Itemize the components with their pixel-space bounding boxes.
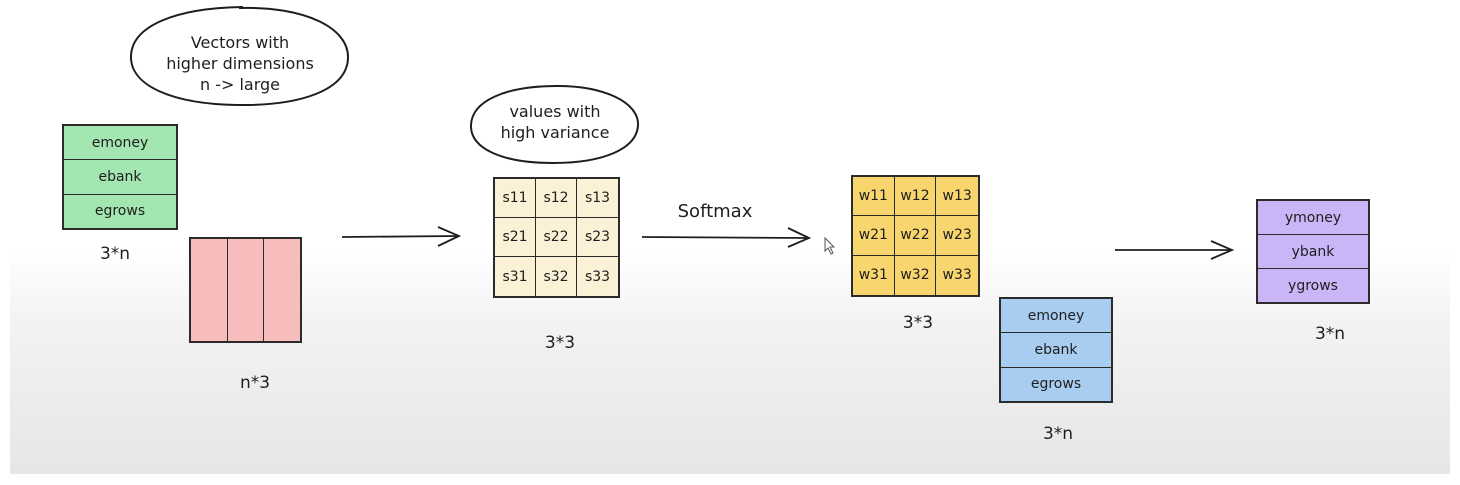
softmax-label: Softmax (677, 201, 753, 222)
weight-cell: w21 (853, 216, 895, 256)
weight-cell: w32 (895, 255, 937, 295)
score-cell: s21 (495, 218, 536, 257)
note-bubble-vectors-text: Vectors with higher dimensions n -> larg… (135, 32, 345, 95)
matrix-row: ymoney (1284, 209, 1342, 226)
note-line: Vectors with (190, 33, 290, 52)
weight-cell: w11 (853, 177, 895, 217)
note-bubble-variance-text: values with high variance (480, 101, 630, 143)
note-bubble-vectors (129, 6, 350, 107)
key-matrix-dims: n*3 (239, 373, 271, 393)
score-cell: s22 (536, 218, 577, 257)
score-cell: s11 (495, 179, 536, 218)
weight-cell: w22 (894, 216, 937, 256)
weight-cell: w12 (894, 177, 937, 217)
attention-weight-matrix: w11 w12 w13 w21 w22 w23 w31 w32 w33 (851, 175, 980, 297)
note-line: higher dimensions (166, 54, 314, 73)
matrix-row: ybank (1258, 234, 1368, 268)
diagram-canvas: Vectors with higher dimensions n -> larg… (10, 0, 1450, 474)
matrix-row: egrows (64, 193, 176, 228)
key-transposed-matrix (189, 237, 302, 343)
weight-cell: w13 (936, 177, 978, 217)
note-line: values with (509, 102, 601, 121)
matrix-row: emoney (1027, 307, 1085, 324)
matrix-column (263, 239, 300, 341)
score-cell: s13 (577, 179, 618, 218)
value-matrix-dims: 3*n (1042, 424, 1074, 444)
note-bubble-variance (469, 84, 640, 165)
matrix-row: emoney (91, 134, 149, 151)
weight-matrix-dims: 3*3 (902, 313, 934, 333)
weight-cell: w33 (942, 267, 972, 284)
weight-cell: w31 (853, 255, 895, 295)
score-matrix: s11 s12 s13 s21 s22 s23 s31 s32 s33 (493, 177, 620, 298)
matrix-column (191, 239, 227, 341)
score-matrix-dims: 3*3 (544, 333, 576, 353)
query-matrix-dims: 3*n (99, 244, 131, 264)
mouse-cursor-icon (824, 236, 836, 255)
output-matrix-dims: 3*n (1314, 324, 1346, 344)
matrix-row: ebank (1001, 332, 1111, 366)
output-vector-matrix: ymoney ybank ygrows (1256, 199, 1370, 304)
note-line: n -> large (199, 75, 281, 94)
matrix-row: egrows (1001, 366, 1111, 401)
score-cell: s31 (495, 257, 536, 296)
score-cell: s23 (577, 218, 618, 257)
arrow-right-icon (641, 227, 812, 248)
arrow-right-icon (1115, 240, 1235, 260)
query-vector-matrix: emoney ebank egrows (62, 124, 178, 230)
matrix-column (226, 239, 264, 341)
matrix-row: ebank (64, 159, 176, 193)
score-cell: s33 (584, 268, 611, 285)
score-cell: s12 (536, 179, 577, 218)
note-line: high variance (500, 123, 610, 142)
score-cell: s32 (536, 257, 577, 296)
arrow-right-icon (341, 226, 462, 247)
value-vector-matrix: emoney ebank egrows (999, 297, 1113, 403)
matrix-row: ygrows (1258, 268, 1368, 302)
weight-cell: w23 (936, 216, 978, 256)
